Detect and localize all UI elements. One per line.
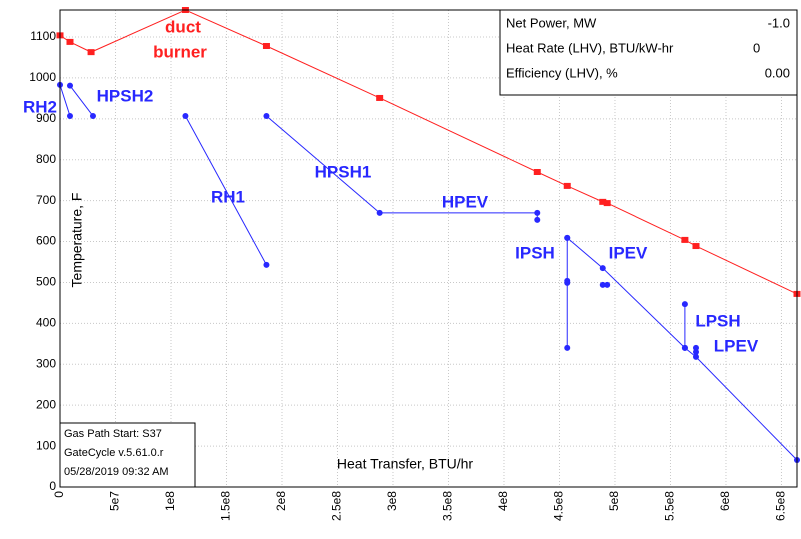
- x-tick-label: 5e7: [108, 491, 122, 511]
- point: [681, 301, 688, 308]
- x-tick-label: 6e8: [718, 491, 732, 511]
- point: [564, 344, 571, 351]
- point: [599, 198, 607, 205]
- x-tick-label: 5e8: [607, 491, 621, 511]
- annotation: LPSH: [695, 311, 740, 330]
- plot-border: [59, 9, 798, 488]
- point: [263, 261, 270, 268]
- info-value: 0.00: [765, 65, 790, 80]
- point: [692, 243, 700, 250]
- point: [564, 279, 571, 286]
- annotation: IPEV: [609, 243, 648, 262]
- y-tick-label: 1100: [30, 29, 56, 43]
- point: [66, 112, 73, 119]
- x-tick-label: 3.5e8: [441, 491, 455, 521]
- point: [534, 209, 541, 216]
- y-tick-label: 1000: [29, 70, 56, 84]
- y-tick-label: 300: [36, 356, 56, 370]
- info-label: Heat Rate (LHV), BTU/kW-hr: [506, 40, 674, 55]
- annotation: HPEV: [442, 192, 489, 211]
- point: [534, 216, 541, 223]
- point: [599, 281, 606, 288]
- y-tick-label: 500: [36, 275, 56, 289]
- y-tick-label: 700: [36, 193, 56, 207]
- footer-line: 05/28/2019 09:32 AM: [64, 466, 169, 478]
- x-tick-label: 6.5e8: [774, 491, 788, 521]
- x-tick-label: 2e8: [274, 491, 288, 511]
- point: [182, 112, 189, 119]
- point: [263, 112, 270, 119]
- info-label: Efficiency (LHV), %: [506, 65, 618, 80]
- annotation: duct: [165, 17, 201, 36]
- x-tick-label: 2.5e8: [330, 491, 344, 521]
- info-box: [499, 9, 798, 96]
- y-tick-label: 900: [36, 111, 56, 125]
- x-tick-label: 3e8: [385, 491, 399, 511]
- info-value: 0: [753, 40, 760, 55]
- y-tick-label: 200: [36, 397, 56, 411]
- x-tick-label: 5.5e8: [663, 491, 677, 521]
- point: [89, 112, 96, 119]
- x-tick-label: 4.5e8: [552, 491, 566, 521]
- y-axis-label: Temperature, F: [69, 193, 85, 288]
- x-tick-label: 1e8: [163, 491, 177, 511]
- annotation: LPEV: [714, 336, 759, 355]
- point: [262, 43, 270, 49]
- y-tick-label: 400: [36, 316, 56, 330]
- point: [376, 94, 384, 101]
- y-tick-label: 100: [36, 438, 56, 452]
- annotation: IPSH: [515, 243, 555, 262]
- point: [533, 169, 541, 175]
- y-tick-label: 0: [49, 479, 56, 493]
- annotation: HPSH2: [97, 86, 154, 105]
- y-tick-label: 800: [36, 152, 56, 166]
- info-value: -1.0: [768, 15, 790, 30]
- point: [376, 209, 383, 216]
- x-tick-label: 0: [52, 491, 66, 498]
- point: [604, 281, 611, 288]
- x-tick-label: 1.5e8: [219, 491, 233, 521]
- x-tick-label: 4e8: [496, 491, 510, 511]
- point: [692, 349, 699, 355]
- info-label: Net Power, MW: [506, 15, 597, 30]
- annotation: RH2: [23, 97, 57, 116]
- point: [603, 200, 611, 207]
- point: [563, 182, 571, 189]
- annotation: HPSH1: [315, 162, 372, 181]
- footer-line: GateCycle v.5.61.0.r: [64, 447, 164, 459]
- point: [66, 82, 73, 89]
- y-tick-label: 600: [36, 234, 56, 248]
- annotation: RH1: [211, 187, 245, 206]
- x-axis-label: Heat Transfer, BTU/hr: [337, 456, 473, 472]
- point: [564, 234, 571, 241]
- point: [66, 38, 74, 45]
- footer-line: Gas Path Start: S37: [64, 428, 162, 440]
- point: [681, 236, 689, 243]
- point: [87, 49, 95, 56]
- point: [681, 344, 688, 351]
- point: [599, 265, 606, 272]
- point: [692, 353, 699, 360]
- annotation: burner: [153, 42, 207, 61]
